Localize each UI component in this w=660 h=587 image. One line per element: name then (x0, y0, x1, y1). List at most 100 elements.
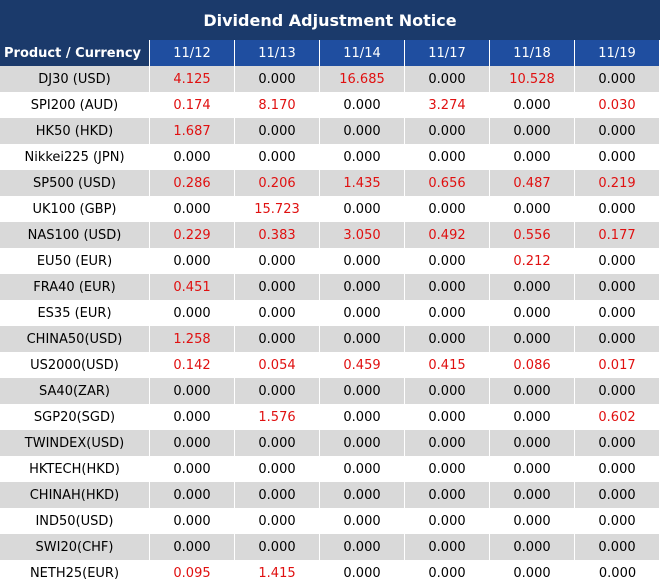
value-cell: 0.000 (150, 534, 235, 560)
product-cell: UK100 (GBP) (0, 196, 150, 222)
value-cell: 0.492 (405, 222, 490, 248)
value-cell: 10.528 (490, 66, 575, 92)
value-cell: 0.212 (490, 248, 575, 274)
value-cell: 0.000 (150, 144, 235, 170)
value-cell: 0.000 (405, 456, 490, 482)
value-cell: 0.229 (150, 222, 235, 248)
value-cell: 0.000 (150, 456, 235, 482)
value-cell: 0.656 (405, 170, 490, 196)
value-cell: 0.000 (320, 274, 405, 300)
value-cell: 0.000 (235, 456, 320, 482)
value-cell: 0.177 (575, 222, 660, 248)
value-cell: 4.125 (150, 66, 235, 92)
value-cell: 0.000 (320, 404, 405, 430)
value-cell: 0.219 (575, 170, 660, 196)
value-cell: 0.556 (490, 222, 575, 248)
value-cell: 0.000 (405, 326, 490, 352)
value-cell: 0.000 (405, 196, 490, 222)
value-cell: 0.000 (490, 404, 575, 430)
value-cell: 0.000 (575, 430, 660, 456)
value-cell: 0.000 (405, 560, 490, 586)
header-date: 11/14 (320, 40, 405, 66)
value-cell: 0.000 (575, 326, 660, 352)
value-cell: 0.000 (320, 430, 405, 456)
value-cell: 0.000 (405, 378, 490, 404)
value-cell: 0.000 (235, 274, 320, 300)
value-cell: 0.000 (490, 378, 575, 404)
value-cell: 0.000 (575, 144, 660, 170)
value-cell: 0.000 (150, 196, 235, 222)
value-cell: 0.000 (405, 300, 490, 326)
value-cell: 0.000 (235, 378, 320, 404)
value-cell: 0.000 (490, 326, 575, 352)
value-cell: 0.142 (150, 352, 235, 378)
value-cell: 0.000 (575, 534, 660, 560)
product-cell: SA40(ZAR) (0, 378, 150, 404)
dividend-table: Product / Currency 11/12 11/13 11/14 11/17 11… (0, 40, 660, 586)
value-cell: 0.000 (235, 482, 320, 508)
product-cell: TWINDEX(USD) (0, 430, 150, 456)
product-cell: HKTECH(HKD) (0, 456, 150, 482)
header-date: 11/18 (490, 40, 575, 66)
value-cell: 0.000 (405, 482, 490, 508)
value-cell: 0.000 (490, 456, 575, 482)
value-cell: 0.000 (575, 118, 660, 144)
value-cell: 0.030 (575, 92, 660, 118)
product-cell: US2000(USD) (0, 352, 150, 378)
product-cell: FRA40 (EUR) (0, 274, 150, 300)
value-cell: 0.000 (235, 326, 320, 352)
value-cell: 0.000 (405, 404, 490, 430)
value-cell: 0.000 (320, 508, 405, 534)
value-cell: 0.000 (150, 300, 235, 326)
value-cell: 0.000 (405, 248, 490, 274)
value-cell: 0.000 (405, 508, 490, 534)
header-date: 11/17 (405, 40, 490, 66)
value-cell: 0.286 (150, 170, 235, 196)
value-cell: 0.000 (235, 248, 320, 274)
value-cell: 0.000 (235, 300, 320, 326)
value-cell: 0.000 (150, 430, 235, 456)
value-cell: 0.206 (235, 170, 320, 196)
product-cell: DJ30 (USD) (0, 66, 150, 92)
value-cell: 0.000 (405, 144, 490, 170)
value-cell: 0.000 (490, 482, 575, 508)
value-cell: 15.723 (235, 196, 320, 222)
value-cell: 0.000 (405, 534, 490, 560)
header-date: 11/13 (235, 40, 320, 66)
value-cell: 0.000 (575, 456, 660, 482)
value-cell: 0.000 (575, 508, 660, 534)
value-cell: 1.576 (235, 404, 320, 430)
value-cell: 8.170 (235, 92, 320, 118)
value-cell: 0.000 (575, 378, 660, 404)
value-cell: 0.086 (490, 352, 575, 378)
product-cell: SGP20(SGD) (0, 404, 150, 430)
value-cell: 0.459 (320, 352, 405, 378)
value-cell: 0.000 (575, 66, 660, 92)
value-cell: 0.000 (320, 248, 405, 274)
value-cell: 0.000 (320, 534, 405, 560)
header-date: 11/12 (150, 40, 235, 66)
value-cell: 0.000 (405, 118, 490, 144)
product-cell: Nikkei225 (JPN) (0, 144, 150, 170)
value-cell: 0.451 (150, 274, 235, 300)
product-cell: NAS100 (USD) (0, 222, 150, 248)
value-cell: 0.415 (405, 352, 490, 378)
value-cell: 0.000 (235, 430, 320, 456)
value-cell: 0.000 (150, 248, 235, 274)
product-cell: EU50 (EUR) (0, 248, 150, 274)
value-cell: 0.000 (320, 456, 405, 482)
value-cell: 0.000 (320, 378, 405, 404)
value-cell: 0.000 (490, 92, 575, 118)
value-cell: 1.435 (320, 170, 405, 196)
value-cell: 0.000 (575, 196, 660, 222)
product-cell: HK50 (HKD) (0, 118, 150, 144)
value-cell: 3.050 (320, 222, 405, 248)
value-cell: 0.000 (235, 534, 320, 560)
value-cell: 0.000 (490, 430, 575, 456)
product-cell: NETH25(EUR) (0, 560, 150, 586)
product-cell: SPI200 (AUD) (0, 92, 150, 118)
value-cell: 0.000 (490, 274, 575, 300)
value-cell: 0.000 (490, 508, 575, 534)
value-cell: 0.000 (575, 248, 660, 274)
value-cell: 0.000 (405, 274, 490, 300)
